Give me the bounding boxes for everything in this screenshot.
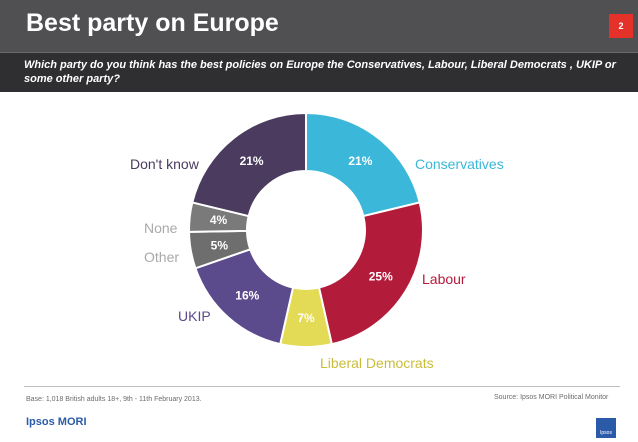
category-label-labour: Labour: [422, 271, 466, 287]
value-label-labour: 25%: [369, 269, 393, 283]
page-number-badge: 2: [609, 14, 633, 38]
category-label-other: Other: [144, 249, 179, 265]
footer-divider: [24, 386, 620, 387]
category-label-don-t-know: Don't know: [130, 156, 200, 172]
question-band: Which party do you think has the best po…: [0, 52, 638, 92]
value-label-ukip: 16%: [235, 289, 259, 303]
value-label-none: 4%: [210, 213, 228, 227]
slice-don-t-know: [191, 111, 307, 218]
category-label-conservatives: Conservatives: [415, 156, 504, 172]
ipsos-logo-box: Ipsos: [596, 418, 616, 438]
category-label-liberal-democrats: Liberal Democrats: [320, 355, 434, 371]
category-label-none: None: [144, 220, 178, 236]
ipsos-mori-logo: Ipsos MORI: [26, 416, 87, 428]
value-label-don-t-know: 21%: [240, 154, 264, 168]
value-label-conservatives: 21%: [348, 154, 372, 168]
title-bar: Best party on Europe 2: [0, 0, 638, 52]
category-label-ukip: UKIP: [178, 308, 211, 324]
source-note: Source: Ipsos MORI Political Monitor: [494, 394, 609, 401]
base-note: Base: 1,018 British adults 18+, 9th - 11…: [26, 396, 202, 403]
donut-chart: 21% Conservatives 25% Labour 7% Liberal Democ…: [130, 111, 504, 371]
value-label-liberal-democrats: 7%: [297, 311, 315, 325]
page-title: Best party on Europe: [26, 9, 279, 37]
slice-conservatives: [305, 111, 421, 218]
value-label-other: 5%: [211, 238, 229, 252]
slice-labour: [317, 201, 424, 346]
survey-question: Which party do you think has the best po…: [24, 59, 616, 85]
